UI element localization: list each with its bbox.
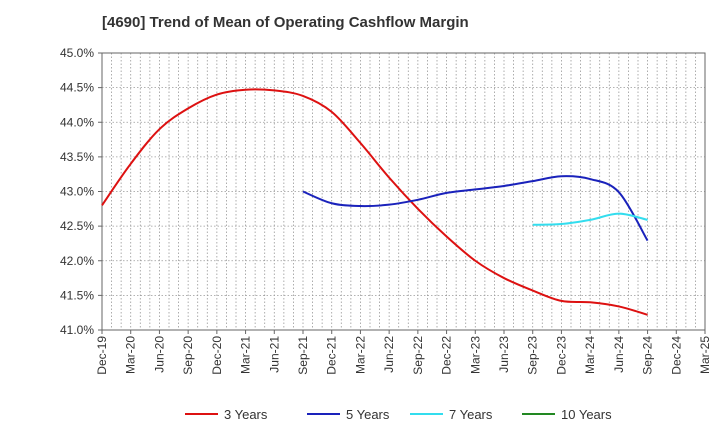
legend-label: 3 Years <box>224 407 268 422</box>
x-tick-label: Sep-21 <box>296 336 310 375</box>
x-tick-label: Dec-19 <box>95 336 109 375</box>
series-line-7-years <box>532 212 648 226</box>
x-tick-label: Sep-23 <box>526 336 540 375</box>
y-tick-label: 42.5% <box>60 219 94 233</box>
x-tick-label: Sep-22 <box>411 336 425 375</box>
x-tick-label: Mar-21 <box>239 336 253 374</box>
x-tick-label: Dec-21 <box>325 336 339 375</box>
y-tick-label: 41.5% <box>60 288 94 302</box>
legend-item-3-years: 3 Years <box>185 407 268 422</box>
x-tick-label: Mar-23 <box>468 336 482 374</box>
x-tick-label: Mar-20 <box>124 336 138 374</box>
legend-item-5-years: 5 Years <box>307 407 390 422</box>
y-tick-label: 45.0% <box>60 46 94 60</box>
series-line-5-years <box>302 175 649 242</box>
x-tick-label: Jun-21 <box>267 336 281 373</box>
legend-label: 5 Years <box>346 407 390 422</box>
y-tick-label: 43.0% <box>60 185 94 199</box>
legend-label: 10 Years <box>561 407 612 422</box>
legend-item-7-years: 7 Years <box>410 407 493 422</box>
x-tick-label: Jun-24 <box>612 336 626 373</box>
legend-item-10-years: 10 Years <box>522 407 612 422</box>
legend-label: 7 Years <box>449 407 493 422</box>
x-tick-label: Sep-24 <box>641 336 655 375</box>
y-tick-label: 41.0% <box>60 323 94 337</box>
x-tick-label: Mar-24 <box>583 336 597 374</box>
x-tick-label: Jun-23 <box>497 336 511 373</box>
axes: 41.0% 41.5% 42.0% 42.5% 43.0% 43.5% 44.0% 44.5%… <box>60 46 712 375</box>
x-tick-label: Jun-20 <box>152 336 166 373</box>
x-tick-label: Dec-23 <box>554 336 568 375</box>
x-tick-label: Mar-22 <box>353 336 367 374</box>
x-tick-label: Dec-22 <box>440 336 454 375</box>
series-lines <box>101 88 649 316</box>
grid <box>102 52 705 331</box>
x-tick-label: Dec-24 <box>669 336 683 375</box>
legend: 3 Years 5 Years 7 Years 10 Years <box>185 407 612 422</box>
series-line-3-years <box>101 88 648 316</box>
y-tick-label: 44.5% <box>60 81 94 95</box>
y-tick-label: 42.0% <box>60 254 94 268</box>
x-tick-label: Mar-25 <box>698 336 712 374</box>
x-tick-label: Sep-20 <box>181 336 195 375</box>
y-tick-label: 44.0% <box>60 115 94 129</box>
chart-title: [4690] Trend of Mean of Operating Cashfl… <box>102 14 469 31</box>
x-tick-label: Jun-22 <box>382 336 396 373</box>
y-tick-label: 43.5% <box>60 150 94 164</box>
x-tick-label: Dec-20 <box>210 336 224 375</box>
